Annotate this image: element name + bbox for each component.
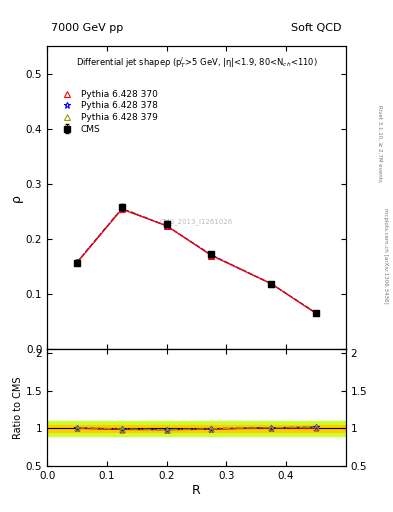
Line: Pythia 6.428 370: Pythia 6.428 370 — [74, 206, 319, 316]
Pythia 6.428 378 — [119, 206, 124, 212]
Text: mcplots.cern.ch [arXiv:1306.3436]: mcplots.cern.ch [arXiv:1306.3436] — [383, 208, 387, 304]
Pythia 6.428 370 — [209, 252, 214, 259]
Text: Rivet 3.1.10, ≥ 2.7M events: Rivet 3.1.10, ≥ 2.7M events — [377, 105, 382, 182]
Pythia 6.428 379 — [75, 259, 79, 265]
Pythia 6.428 370 — [164, 223, 169, 229]
Line: Pythia 6.428 378: Pythia 6.428 378 — [73, 205, 320, 316]
Pythia 6.428 378 — [164, 223, 169, 229]
Text: 7000 GeV pp: 7000 GeV pp — [51, 23, 123, 33]
Y-axis label: Ratio to CMS: Ratio to CMS — [13, 376, 23, 439]
Legend: Pythia 6.428 370, Pythia 6.428 378, Pythia 6.428 379, CMS: Pythia 6.428 370, Pythia 6.428 378, Pyth… — [55, 87, 160, 137]
Pythia 6.428 378 — [314, 310, 318, 316]
Pythia 6.428 379 — [119, 205, 124, 211]
Pythia 6.428 379 — [164, 223, 169, 229]
Pythia 6.428 370 — [269, 281, 274, 287]
Pythia 6.428 379 — [269, 281, 274, 287]
Pythia 6.428 370 — [314, 310, 318, 316]
Text: CMS_2013_I1261026: CMS_2013_I1261026 — [160, 219, 233, 225]
Pythia 6.428 378 — [269, 281, 274, 287]
Pythia 6.428 370 — [75, 260, 79, 266]
Pythia 6.428 379 — [314, 310, 318, 316]
Text: Soft QCD: Soft QCD — [292, 23, 342, 33]
Pythia 6.428 378 — [75, 259, 79, 265]
Pythia 6.428 379 — [209, 252, 214, 258]
X-axis label: R: R — [192, 483, 201, 497]
Pythia 6.428 378 — [209, 252, 214, 258]
Line: Pythia 6.428 379: Pythia 6.428 379 — [74, 205, 319, 316]
Pythia 6.428 370 — [119, 206, 124, 212]
Y-axis label: ρ: ρ — [10, 194, 23, 202]
Text: Differential jet shapeρ (p$_T^l$>5 GeV, |η|<1.9, 80<N$_{ch}$<110): Differential jet shapeρ (p$_T^l$>5 GeV, … — [75, 55, 318, 70]
